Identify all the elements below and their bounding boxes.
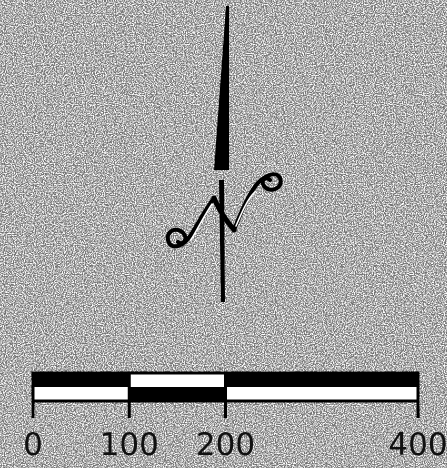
scale-bar-segment-upper (33, 373, 130, 387)
north-arrow-icon (165, 6, 283, 302)
scale-bar-label: 400 (388, 427, 447, 463)
north-letter-icon (165, 172, 283, 249)
scale-bar: 0 100 200 400 (23, 371, 447, 463)
scale-bar-segment-lower (225, 387, 418, 401)
scale-bar-segment-upper (225, 373, 418, 387)
scale-bar-segment-lower (33, 387, 130, 401)
scale-bar-label: 0 (23, 427, 43, 463)
scale-bar-label: 200 (196, 427, 255, 463)
north-arrow-upper-shaft (214, 6, 229, 170)
scale-bar-segment-upper (129, 373, 226, 387)
scale-bar-label: 100 (100, 427, 159, 463)
scale-bar-segment-lower (129, 387, 226, 401)
